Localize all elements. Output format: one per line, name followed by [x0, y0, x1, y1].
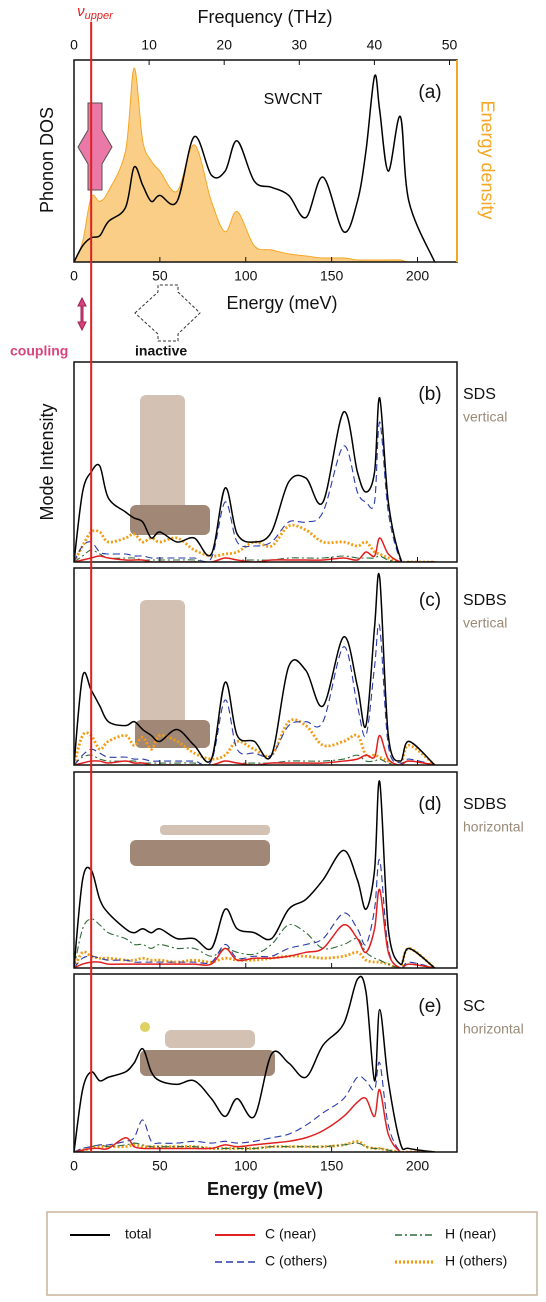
- y2-axis-title: Energy density: [477, 100, 497, 219]
- legend-label: C (near): [265, 1226, 316, 1242]
- coupling-region: [77, 102, 113, 191]
- system-label: SC: [463, 998, 485, 1015]
- orientation-label: vertical: [463, 409, 507, 425]
- line: [74, 780, 436, 968]
- line: [74, 1142, 435, 1152]
- molecule-icons: [130, 395, 275, 1076]
- x2-tick-label: 0: [70, 37, 78, 53]
- plot-frame: [73, 771, 458, 969]
- line: [74, 74, 436, 262]
- inactive-label: inactive: [135, 343, 187, 359]
- x-axis-title: Energy (meV): [226, 293, 337, 313]
- line: [74, 523, 435, 562]
- marker-symbol: ν: [77, 3, 85, 20]
- legend-label: C (others): [265, 1253, 327, 1269]
- x-tick-label: 100: [234, 1158, 258, 1174]
- plot-area: [74, 67, 436, 262]
- legend-label: H (others): [445, 1253, 507, 1269]
- x-axis-title: Energy (meV): [207, 1179, 323, 1199]
- line: [74, 397, 435, 562]
- line: [74, 734, 435, 765]
- orientation-label: horizontal: [463, 819, 524, 835]
- x2-tick-label: 50: [442, 37, 458, 53]
- x-tick-label: 150: [320, 268, 344, 284]
- x-tick-label: 50: [152, 1158, 168, 1174]
- x2-axis-title: Frequency (THz): [197, 7, 332, 27]
- inactive-arrow: [134, 284, 201, 342]
- line: [74, 421, 435, 562]
- legend-label: H (near): [445, 1226, 496, 1242]
- panel-label: (e): [418, 996, 441, 1017]
- legend-label: total: [125, 1226, 151, 1242]
- marker-label: νupper: [77, 3, 114, 22]
- x-tick-label: 200: [406, 1158, 430, 1174]
- orientation-label: vertical: [463, 615, 507, 631]
- panel-label: (c): [419, 590, 441, 611]
- line: [74, 623, 435, 765]
- x-tick-label: 0: [70, 268, 78, 284]
- plot-frame: [73, 973, 458, 1153]
- x-tick-label: 0: [70, 1158, 78, 1174]
- line: [74, 1061, 435, 1152]
- legend-box: [46, 1211, 538, 1296]
- line: [74, 1139, 435, 1152]
- x2-tick-label: 30: [292, 37, 308, 53]
- plot-area: [74, 780, 436, 968]
- line: [74, 946, 436, 968]
- line: [74, 859, 435, 968]
- x2-tick-label: 20: [216, 37, 232, 53]
- coupling-arrow: [77, 296, 87, 332]
- x2-tick-label: 40: [367, 37, 383, 53]
- line: [74, 1088, 435, 1152]
- orientation-label: horizontal: [463, 1021, 524, 1037]
- plot-frame: [73, 361, 458, 563]
- line: [74, 754, 435, 765]
- line: [74, 975, 435, 1152]
- system-label: SDBS: [463, 592, 507, 609]
- panel-label: (a): [418, 82, 441, 103]
- marker-subscript: upper: [85, 10, 114, 22]
- x-tick-label: 200: [406, 268, 430, 284]
- plot-area: [74, 572, 436, 765]
- panel-label: (b): [418, 384, 441, 405]
- area: [74, 67, 435, 262]
- plot-area: [74, 397, 435, 562]
- coupling-label: coupling: [10, 343, 68, 359]
- plot-frame: [73, 567, 458, 766]
- x-tick-label: 50: [152, 268, 168, 284]
- system-label: SDS: [463, 386, 496, 403]
- x-tick-label: 100: [234, 268, 258, 284]
- panel-label: (d): [418, 794, 441, 815]
- line: [74, 918, 435, 968]
- y-axis-title: Mode Intensity: [37, 403, 57, 520]
- line: [74, 572, 436, 765]
- x-tick-label: 150: [320, 1158, 344, 1174]
- line: [74, 888, 435, 968]
- system-label: SDBS: [463, 796, 507, 813]
- x2-tick-label: 10: [141, 37, 157, 53]
- line: [74, 537, 435, 562]
- plot-area: [74, 975, 435, 1152]
- y-axis-title: Phonon DOS: [37, 107, 57, 213]
- annotation: SWCNT: [264, 91, 323, 108]
